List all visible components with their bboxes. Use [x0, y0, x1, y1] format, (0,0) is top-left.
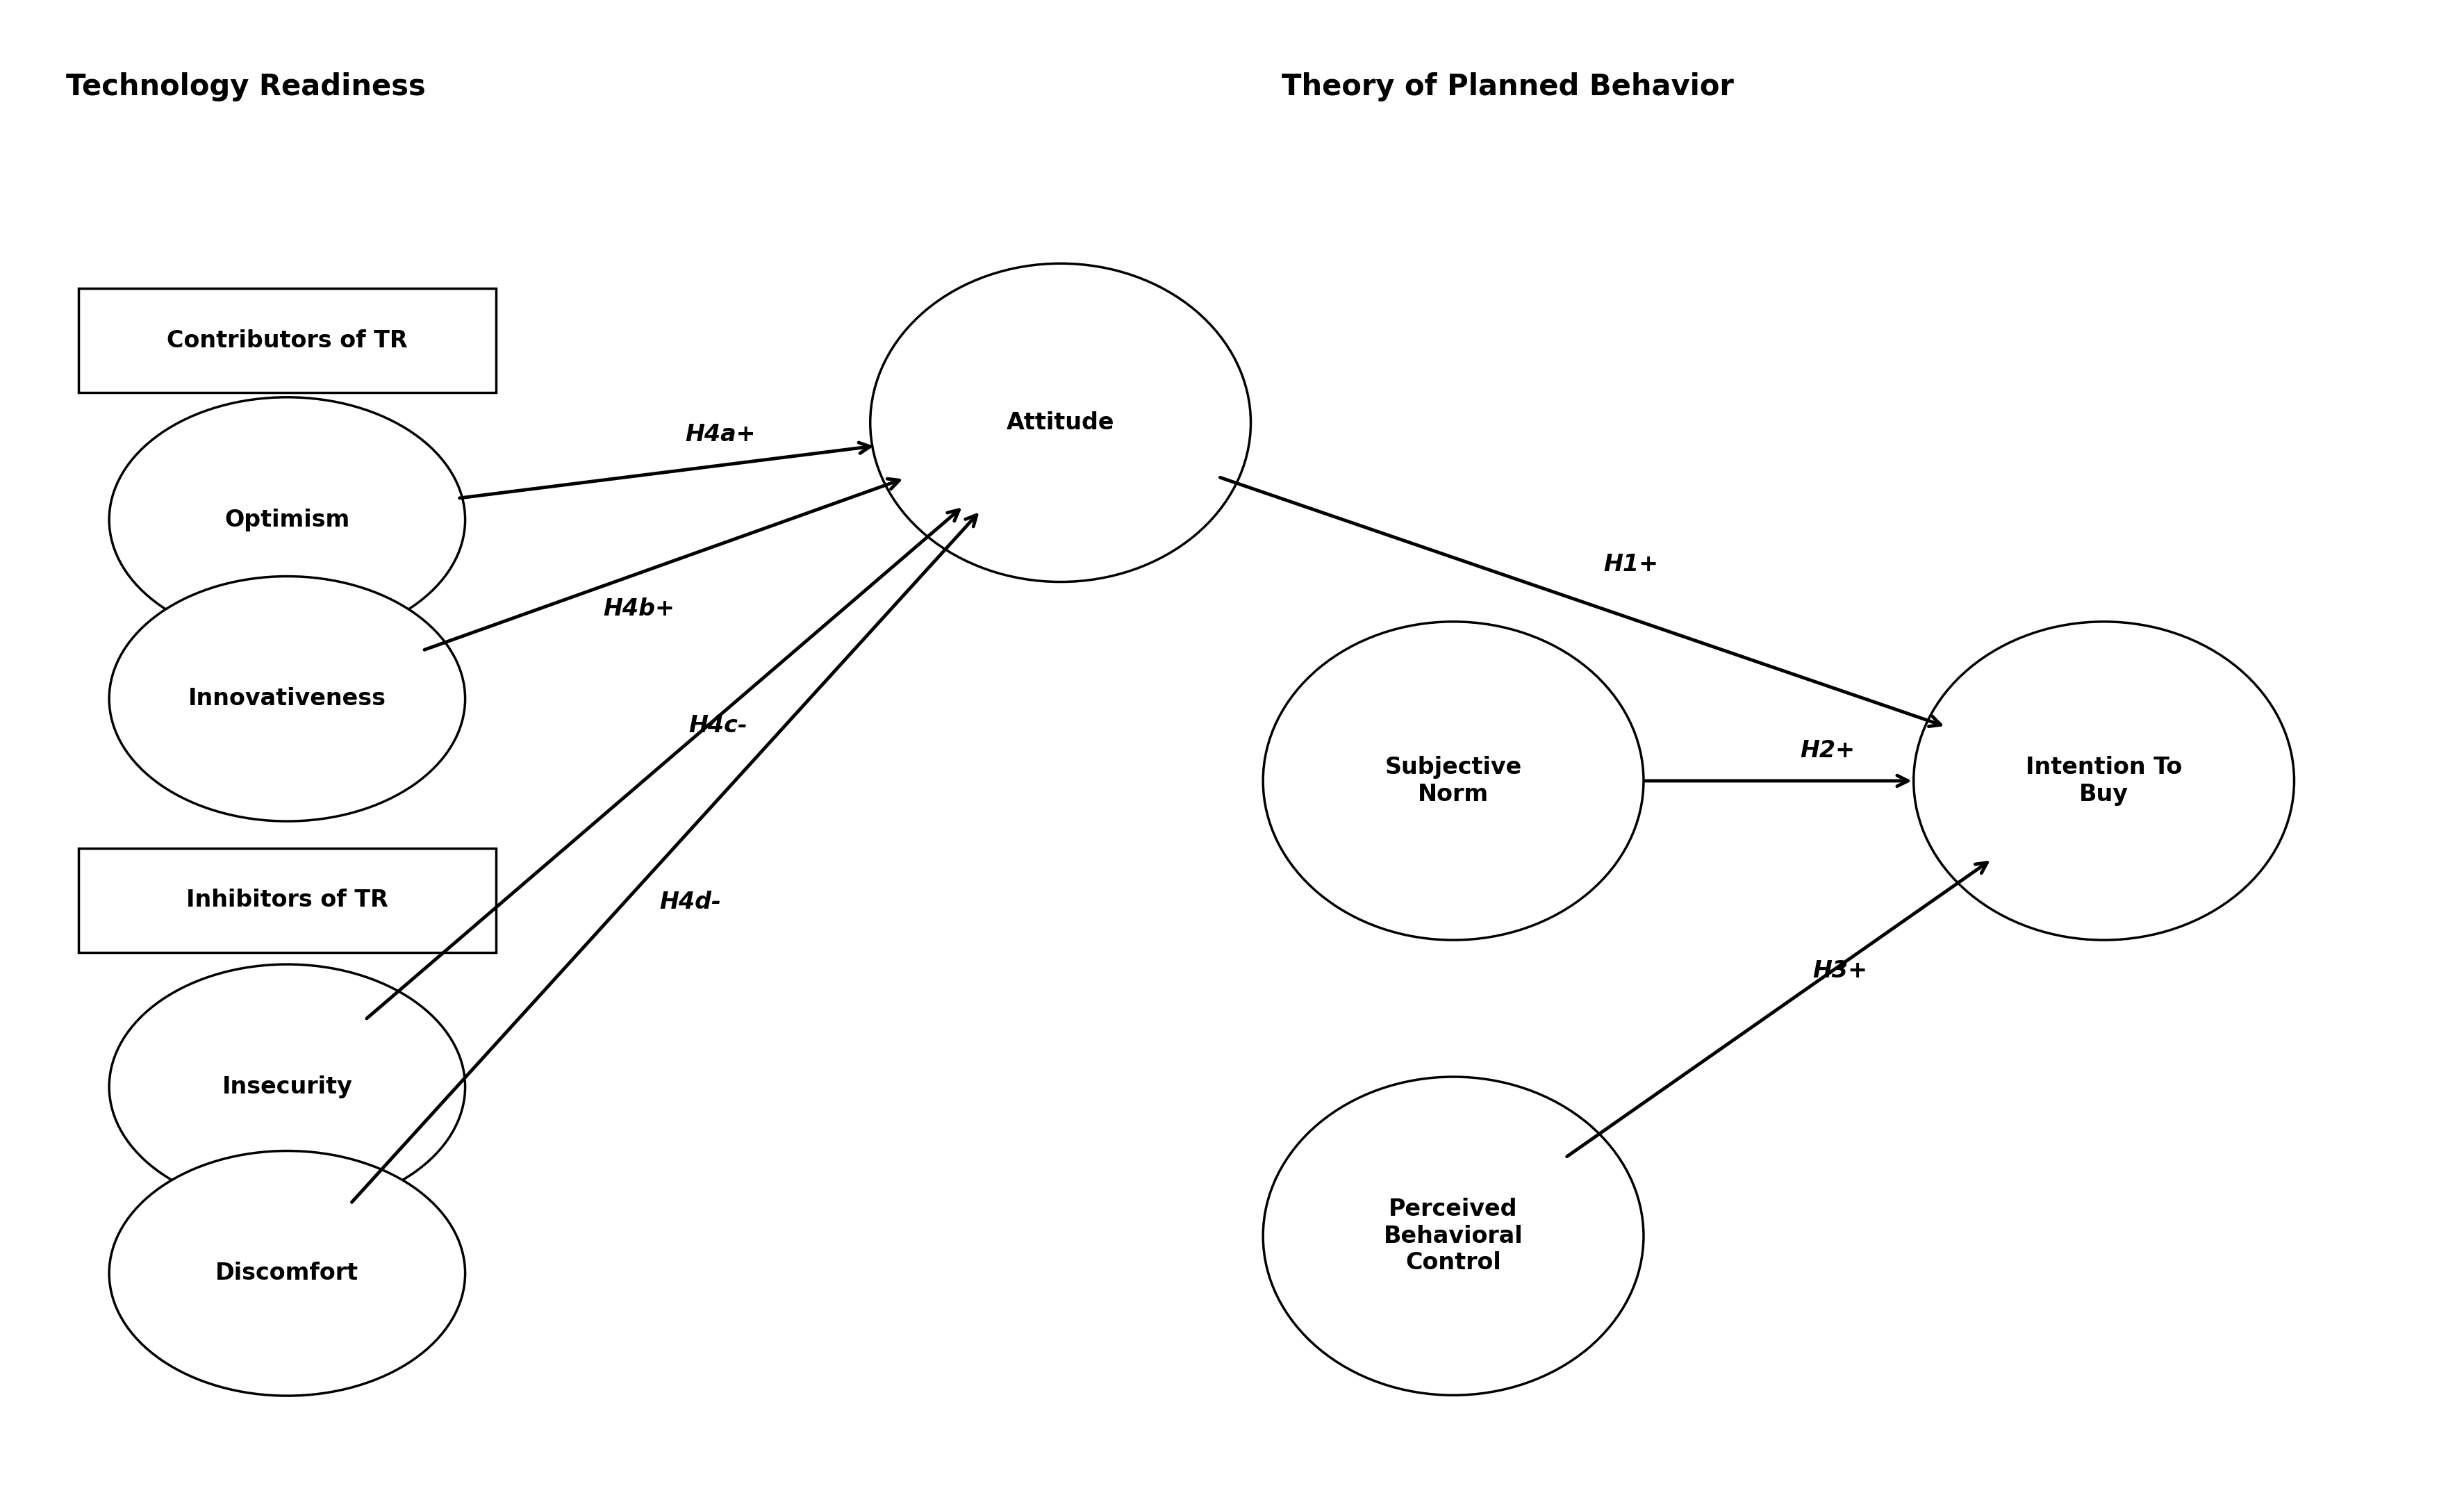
- Text: Contributors of TR: Contributors of TR: [168, 329, 407, 351]
- Text: H1+: H1+: [1604, 553, 1658, 575]
- FancyBboxPatch shape: [79, 849, 495, 952]
- Ellipse shape: [1262, 622, 1643, 940]
- Text: H2+: H2+: [1799, 739, 1855, 763]
- Ellipse shape: [108, 397, 466, 643]
- Text: Discomfort: Discomfort: [214, 1262, 360, 1284]
- Text: H3+: H3+: [1811, 960, 1868, 982]
- Ellipse shape: [1912, 622, 2294, 940]
- FancyBboxPatch shape: [79, 288, 495, 394]
- Text: Technology Readiness: Technology Readiness: [67, 72, 426, 102]
- Text: Innovativeness: Innovativeness: [187, 688, 387, 710]
- Ellipse shape: [108, 964, 466, 1209]
- Ellipse shape: [108, 1151, 466, 1395]
- Text: H4c-: H4c-: [687, 713, 747, 737]
- Text: Subjective
Norm: Subjective Norm: [1385, 756, 1520, 805]
- Ellipse shape: [870, 263, 1249, 581]
- Text: Insecurity: Insecurity: [222, 1075, 352, 1098]
- Text: Intention To
Buy: Intention To Buy: [2025, 756, 2181, 805]
- Text: H4a+: H4a+: [685, 424, 756, 446]
- Text: Inhibitors of TR: Inhibitors of TR: [187, 889, 387, 912]
- Ellipse shape: [1262, 1077, 1643, 1395]
- Text: Theory of Planned Behavior: Theory of Planned Behavior: [1281, 72, 1732, 102]
- Text: Attitude: Attitude: [1005, 412, 1114, 434]
- Ellipse shape: [108, 577, 466, 822]
- Text: H4d-: H4d-: [658, 891, 722, 913]
- Text: Optimism: Optimism: [224, 508, 350, 532]
- Text: Perceived
Behavioral
Control: Perceived Behavioral Control: [1382, 1199, 1523, 1274]
- Text: H4b+: H4b+: [604, 598, 675, 620]
